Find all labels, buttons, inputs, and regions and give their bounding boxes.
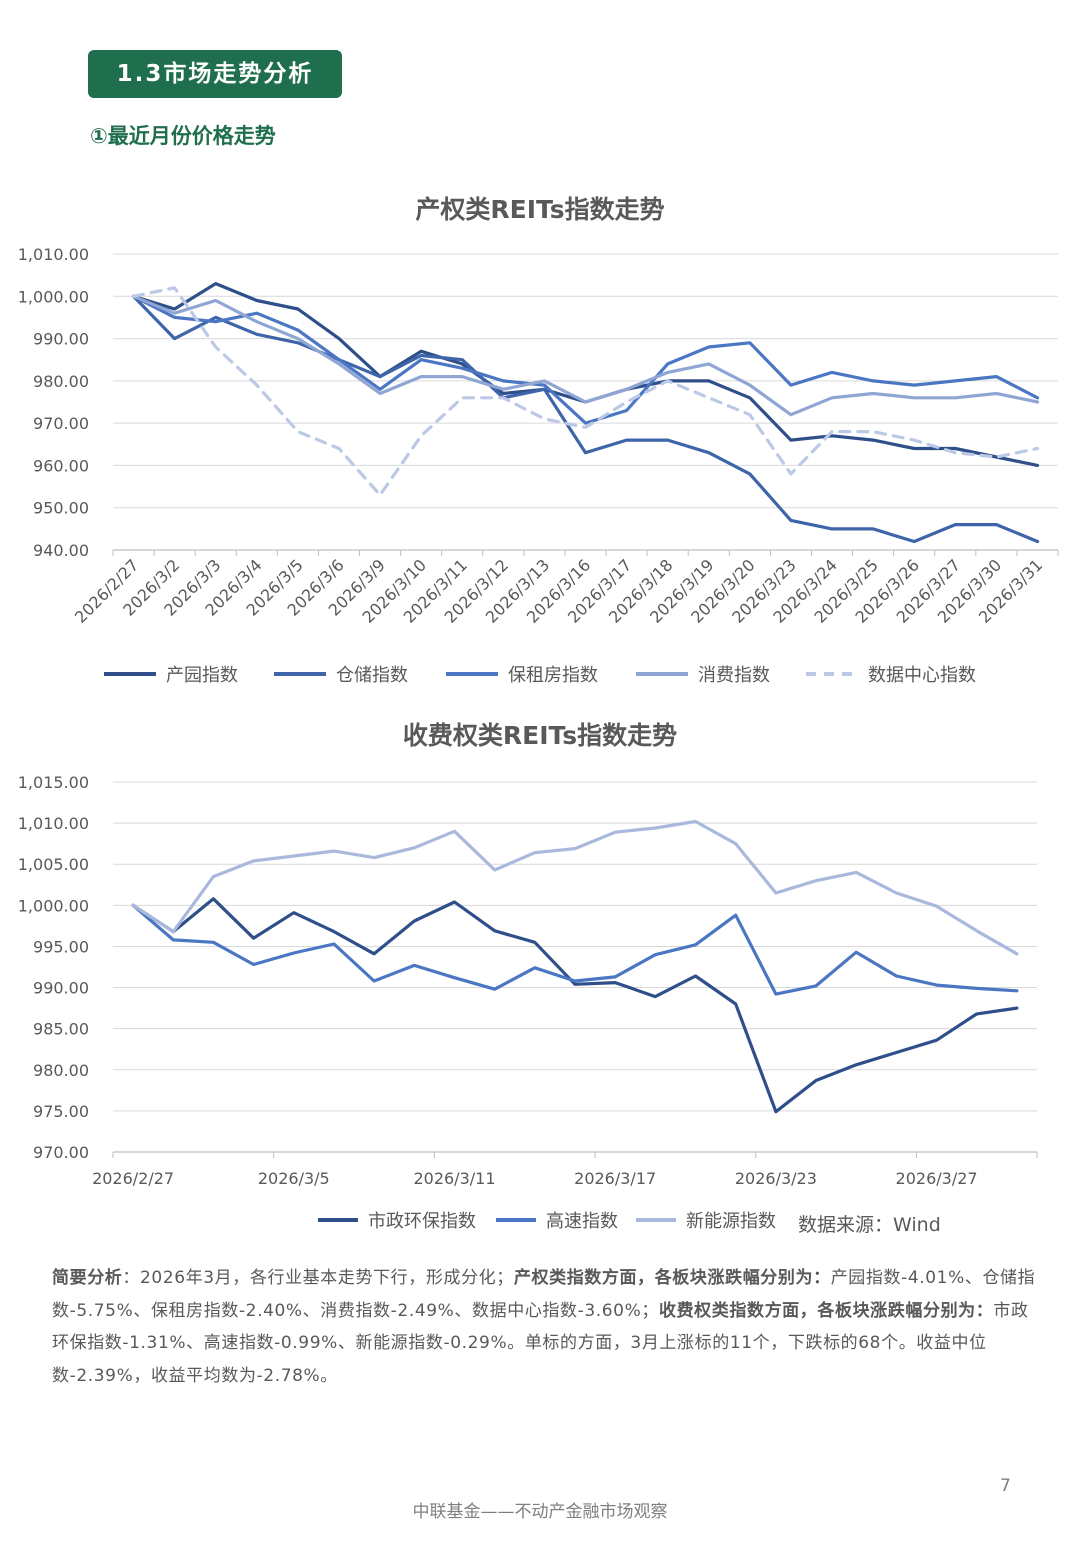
- x-tick-label: 2026/3/23: [735, 1169, 817, 1188]
- analysis-text-2: 产园指数-4.01%、仓储指数-5.75%、保租房指数-2.40%、消费指数-2…: [52, 1268, 1036, 1321]
- analysis-text-3: 市政环保指数-1.31%、高速指数-0.99%、新能源指数-0.29%。单标的方…: [52, 1300, 1029, 1386]
- legend-label: 数据中心指数: [868, 665, 976, 686]
- y-tick-label: 980.00: [33, 1061, 89, 1080]
- y-tick-label: 990.00: [33, 330, 89, 349]
- x-tick-label: 2026/3/17: [574, 1169, 656, 1188]
- series-line-5: [131, 286, 1040, 497]
- chart-title: 产权类REITs指数走势: [415, 195, 664, 224]
- y-tick-label: 970.00: [33, 1143, 89, 1162]
- y-tick-label: 975.00: [33, 1102, 89, 1121]
- x-tick-label: 2026/3/11: [413, 1169, 495, 1188]
- y-tick-label: 1,000.00: [18, 287, 89, 306]
- y-tick-label: 980.00: [33, 372, 89, 391]
- x-tick-label: 2026/2/27: [92, 1169, 174, 1188]
- legend-label: 新能源指数: [686, 1211, 776, 1232]
- analysis-bold-2: 收费权类指数方面，各板块涨跌幅分别为：: [658, 1300, 994, 1321]
- legend-label: 产园指数: [166, 665, 238, 686]
- y-tick-label: 940.00: [33, 541, 89, 560]
- property-rights-chart: 产权类REITs指数走势 940.00 950.00 960.00 970.00 980.…: [18, 195, 1059, 686]
- analysis-paragraph: 简要分析：2026年3月，各行业基本走势下行，形成分化；产权类指数方面，各板块涨…: [52, 1262, 1042, 1392]
- footer-text: 中联基金——不动产金融市场观察: [412, 1502, 668, 1522]
- series-line-3: [131, 294, 1040, 425]
- y-tick-label: 985.00: [33, 1020, 89, 1039]
- legend-label: 高速指数: [546, 1211, 618, 1232]
- legend-label: 消费指数: [698, 665, 770, 686]
- series-line-2: [131, 294, 1040, 544]
- series-line-2: [131, 903, 1019, 996]
- y-tick-label: 1,000.00: [18, 896, 89, 915]
- analysis-bold-1: 产权类指数方面，各板块涨跌幅分别为：: [513, 1268, 831, 1288]
- x-tick-label: 2026/3/27: [896, 1169, 978, 1188]
- y-tick-label: 1,010.00: [18, 814, 89, 833]
- section-badge: 1.3市场走势分析: [88, 50, 342, 98]
- series-line-3: [131, 819, 1019, 956]
- y-tick-label: 1,010.00: [18, 245, 89, 264]
- analysis-text-1: ：2026年3月，各行业基本走势下行，形成分化；: [122, 1268, 514, 1288]
- toll-rights-chart: 收费权类REITs指数走势 970.00 975.00 980.00 985.00 990…: [18, 721, 1038, 1232]
- x-tick-label: 2026/3/5: [258, 1169, 330, 1188]
- y-tick-label: 995.00: [33, 937, 89, 956]
- y-tick-label: 990.00: [33, 979, 89, 998]
- sub-heading: ①最近月份价格走势: [90, 124, 276, 148]
- y-tick-label: 1,015.00: [18, 773, 89, 792]
- series-line-1: [131, 897, 1019, 1114]
- data-source: 数据来源：Wind: [798, 1214, 941, 1236]
- y-tick-label: 1,005.00: [18, 855, 89, 874]
- y-tick-label: 950.00: [33, 499, 89, 518]
- chart-title: 收费权类REITs指数走势: [403, 721, 677, 750]
- y-tick-label: 960.00: [33, 456, 89, 475]
- legend-label: 仓储指数: [336, 665, 408, 686]
- page-number: 7: [1000, 1476, 1011, 1496]
- series-line-4: [131, 294, 1040, 417]
- y-tick-label: 970.00: [33, 414, 89, 433]
- legend-label: 市政环保指数: [368, 1211, 476, 1232]
- legend-label: 保租房指数: [508, 665, 598, 686]
- analysis-label: 简要分析: [52, 1268, 123, 1288]
